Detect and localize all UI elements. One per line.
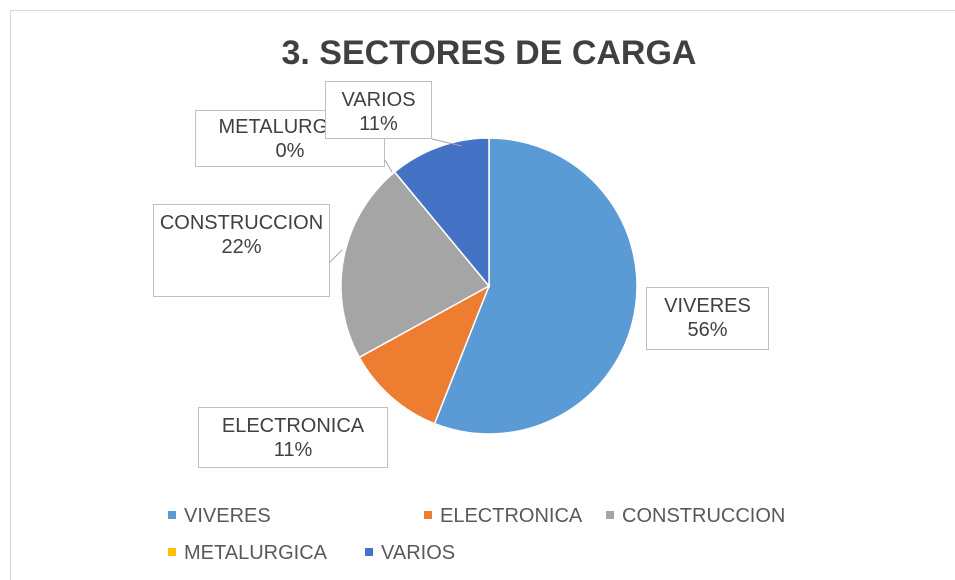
data-label-category: VIVERES (664, 295, 751, 317)
pie-slice (393, 137, 490, 289)
pie-slice (433, 137, 638, 435)
data-label-value: 11% (273, 439, 313, 461)
chart-title: 3. SECTORES DE CARGA (281, 34, 696, 72)
legend-swatch (365, 547, 373, 556)
legend-label: ELECTRONICA (440, 505, 583, 527)
legend-item: VARIOS (365, 541, 455, 565)
legend-swatch (424, 510, 432, 519)
pie-slice (340, 170, 491, 359)
data-label-category: ELECTRONICA (221, 415, 365, 437)
legend-swatch (168, 510, 176, 519)
legend-swatch (606, 510, 614, 519)
data-label: CONSTRUCCION 22% (153, 204, 330, 297)
legend-item: CONSTRUCCION (606, 504, 785, 528)
data-label: ELECTRONICA 11% (198, 407, 388, 468)
leader-line (384, 159, 393, 173)
legend-item: VIVERES (168, 504, 271, 528)
data-label-value: 0% (275, 140, 305, 162)
data-label-value: 11% (359, 113, 398, 135)
legend-item: ELECTRONICA (424, 504, 582, 528)
legend-label: VARIOS (381, 542, 456, 564)
data-label-category: CONSTRUCCION (159, 212, 324, 234)
data-label-value: 56% (687, 319, 728, 341)
data-label: VARIOS 11% (325, 81, 432, 139)
pie-slice (358, 284, 491, 425)
legend-label: CONSTRUCCION (622, 505, 786, 527)
data-label-value: 22% (221, 236, 262, 258)
data-label: VIVERES 56% (646, 287, 769, 350)
leader-line (431, 138, 463, 147)
legend-label: METALURGICA (184, 542, 327, 564)
legend-label: VIVERES (184, 505, 271, 527)
legend-swatch (168, 547, 176, 556)
data-label-category: VARIOS (341, 89, 416, 111)
legend-item: METALURGICA (168, 541, 327, 565)
leader-line (329, 249, 343, 263)
